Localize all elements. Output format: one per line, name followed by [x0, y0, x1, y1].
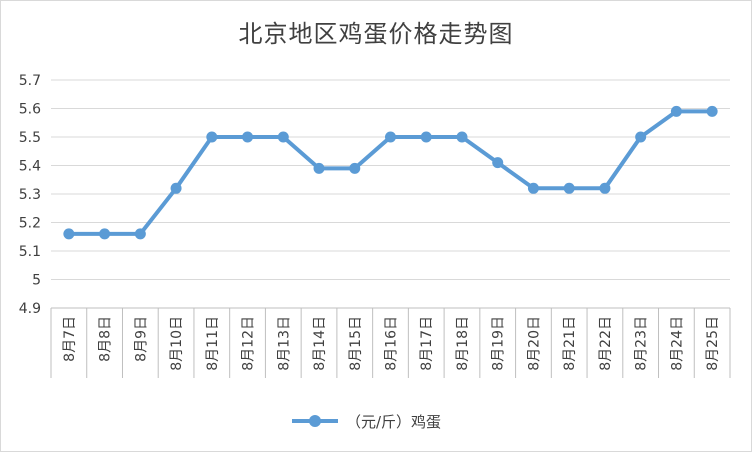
x-tick-label: 8月10日	[169, 316, 185, 371]
gridlines	[51, 79, 730, 280]
series-layer	[63, 105, 718, 240]
x-tick-label: 8月22日	[598, 316, 614, 371]
legend-marker-icon	[292, 415, 338, 427]
data-point	[420, 131, 432, 143]
x-tick-label: 8月7日	[62, 316, 78, 362]
x-tick-label: 8月23日	[634, 316, 650, 371]
x-tick-label: 8月24日	[669, 316, 685, 371]
x-tick-label: 8月15日	[348, 316, 364, 371]
data-point	[527, 182, 539, 194]
x-axis-tick-labels: 8月7日 8月8日 8月9日 8月10日 8月11日 8月12日 8月13日 8月14日 8月1…	[62, 316, 721, 371]
y-tick-label: 4.9	[19, 301, 41, 317]
data-point	[670, 105, 682, 117]
legend-label: （元/斤）鸡蛋	[346, 412, 442, 431]
data-point	[277, 131, 289, 143]
x-axis	[50, 307, 731, 378]
x-tick-label: 8月8日	[98, 316, 114, 362]
y-tick-label: 5.4	[19, 159, 41, 175]
x-tick-label: 8月12日	[241, 316, 257, 371]
y-tick-label: 5.5	[19, 130, 41, 146]
data-point	[206, 131, 218, 143]
x-tick-label: 8月17日	[419, 316, 435, 371]
x-tick-label: 8月21日	[562, 316, 578, 371]
data-point	[99, 228, 111, 240]
data-point	[599, 182, 611, 194]
x-tick-label: 8月11日	[205, 316, 221, 371]
x-tick-label: 8月9日	[133, 316, 149, 362]
data-point	[456, 131, 468, 143]
data-point	[63, 228, 75, 240]
series-line	[68, 109, 713, 236]
data-point	[170, 182, 182, 194]
y-tick-label: 5.7	[19, 73, 41, 89]
data-point	[492, 157, 504, 169]
x-tick-label: 8月14日	[312, 316, 328, 371]
x-tick-label: 8月18日	[455, 316, 471, 371]
data-point	[385, 131, 396, 143]
data-point	[242, 131, 254, 143]
y-tick-label: 5.3	[19, 187, 41, 203]
data-point	[349, 162, 361, 174]
x-tick-label: 8月16日	[384, 316, 400, 371]
y-tick-label: 5.6	[19, 102, 41, 118]
legend: （元/斤）鸡蛋	[290, 409, 441, 433]
x-tick-label: 8月13日	[276, 316, 292, 371]
x-tick-label: 8月19日	[491, 316, 507, 371]
y-tick-label: 5.1	[19, 244, 41, 260]
data-point	[313, 162, 325, 174]
y-axis-tick-labels: 4.9 5 5.1 5.2 5.3 5.4 5.5 5.6 5.7	[19, 73, 41, 317]
y-tick-label: 5.2	[19, 216, 41, 232]
data-point	[563, 182, 575, 194]
x-tick-label: 8月25日	[705, 316, 721, 371]
data-point	[134, 228, 146, 240]
chart-title: 北京地区鸡蛋价格走势图	[238, 20, 514, 48]
y-tick-label: 5	[32, 273, 41, 289]
data-point	[635, 131, 647, 143]
x-tick-label: 8月20日	[526, 316, 542, 371]
data-point	[706, 105, 718, 117]
